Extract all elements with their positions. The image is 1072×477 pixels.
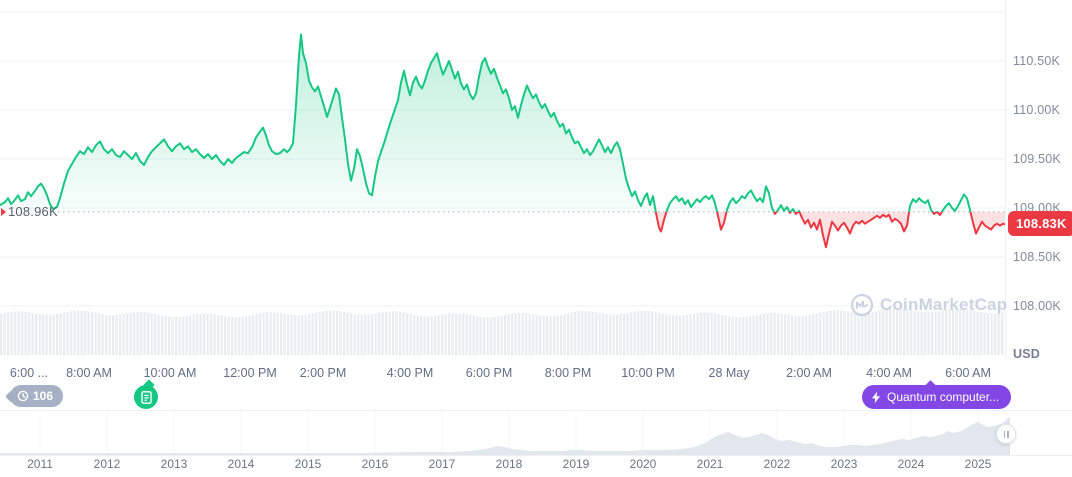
year-label: 2018 (495, 457, 523, 471)
year-label: 2025 (964, 457, 992, 471)
time-label: 4:00 PM (386, 366, 434, 380)
y-axis-unit: USD (1013, 347, 1040, 361)
clock-icon (17, 390, 29, 402)
volume-bars (0, 308, 1004, 355)
price-line-up (0, 33, 972, 212)
y-axis-label: 108.00K (1013, 299, 1061, 313)
event-badge-quantum[interactable]: Quantum computer... (862, 385, 1012, 409)
year-label: 2023 (830, 457, 858, 471)
y-axis-label: 110.50K (1013, 54, 1061, 68)
event-badge-label: Quantum computer... (887, 390, 1000, 404)
year-label: 2011 (27, 457, 53, 471)
y-axis-label: 108.50K (1013, 250, 1061, 264)
time-label: 8:00 AM (66, 366, 112, 380)
year-label: 2022 (763, 457, 791, 471)
time-label: 28 May (708, 366, 750, 380)
range-minimap-svg[interactable] (0, 410, 1072, 456)
minimap-area (0, 417, 1010, 455)
document-icon (140, 390, 152, 404)
y-axis-label: 110.00K (1013, 103, 1061, 117)
year-label: 2014 (227, 457, 255, 471)
time-label: 6:00 ... (9, 366, 49, 380)
year-label: 2021 (696, 457, 724, 471)
watermark-text: CoinMarketCap (880, 295, 1008, 314)
y-axis-label: 109.50K (1013, 152, 1061, 166)
lightning-icon (872, 391, 880, 403)
year-label: 2019 (562, 457, 590, 471)
time-label: 8:00 PM (544, 366, 592, 380)
year-label: 2012 (93, 457, 121, 471)
year-label: 2016 (361, 457, 389, 471)
year-label: 2015 (294, 457, 322, 471)
axis-divider (1005, 0, 1006, 358)
coinmarketcap-logo-icon (850, 293, 874, 317)
watermark: CoinMarketCap (850, 293, 1007, 317)
price-area-up (0, 34, 971, 212)
time-label: 10:00 AM (143, 366, 197, 380)
news-event-pin[interactable] (134, 385, 158, 409)
range-slider-handle[interactable] (996, 424, 1016, 444)
price-line-down (654, 211, 1006, 249)
time-label: 10:00 PM (621, 366, 675, 380)
baseline-marker-icon (1, 208, 6, 216)
year-label: 2017 (428, 457, 456, 471)
price-area-down (0, 211, 1006, 248)
current-price-badge[interactable]: 108.83K (1008, 211, 1072, 236)
time-label: 6:00 PM (465, 366, 513, 380)
history-count-badge[interactable]: 106 (10, 385, 64, 407)
history-count-label: 106 (33, 389, 54, 403)
baseline-price-label: 108.96K (8, 204, 58, 219)
time-label: 2:00 AM (786, 366, 832, 380)
time-label: 2:00 PM (299, 366, 347, 380)
year-label: 2024 (897, 457, 925, 471)
year-label: 2020 (629, 457, 657, 471)
price-chart-svg[interactable] (0, 0, 1006, 358)
time-label: 6:00 AM (945, 366, 991, 380)
time-label: 4:00 AM (866, 366, 912, 380)
time-label: 12:00 PM (223, 366, 277, 380)
year-label: 2013 (160, 457, 188, 471)
